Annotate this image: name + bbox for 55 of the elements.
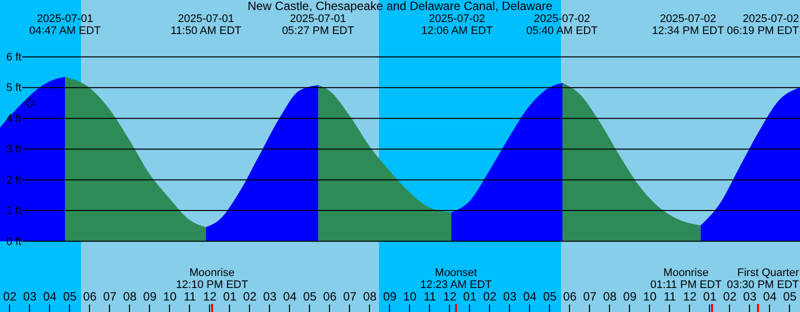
x-tick-label: 07	[343, 290, 357, 304]
x-tick-label: 04	[763, 290, 777, 304]
x-tick-label: 10	[403, 290, 417, 304]
annotation: 2025-07-02 12:06 AM EDT	[421, 13, 494, 37]
x-tick-label: 05	[63, 290, 77, 304]
x-tick-label: 09	[623, 290, 637, 304]
annotation: 2025-07-02 12:34 PM EDT	[652, 13, 724, 37]
annotation: 2025-07-02 06:19 PM EDT	[726, 13, 800, 37]
x-tick-label: 07	[103, 290, 117, 304]
x-tick-label: 01	[703, 290, 717, 304]
x-tick-label: 05	[303, 290, 317, 304]
annotation: Moonrise 01:11 PM EDT	[650, 267, 722, 291]
x-tick-label: 09	[383, 290, 397, 304]
annotation: First Quarter 03:30 PM EDT	[726, 267, 800, 291]
x-tick-label: 07	[583, 290, 597, 304]
x-tick-label: 06	[323, 290, 337, 304]
annotation: 2025-07-01 05:27 PM EDT	[282, 13, 354, 37]
x-tick-label: 02	[3, 290, 17, 304]
x-tick-label: 02	[723, 290, 737, 304]
x-tick-label: 03	[263, 290, 277, 304]
x-tick-label: 08	[363, 290, 377, 304]
y-tick-label: 3 ft	[6, 144, 22, 156]
annotation: 2025-07-01 11:50 AM EDT	[170, 13, 242, 37]
x-tick-label: 08	[123, 290, 137, 304]
x-tick-label: 06	[83, 290, 97, 304]
y-tick-label: 2 ft	[6, 174, 22, 186]
annotation: Moonset 12:23 AM EDT	[420, 267, 492, 291]
x-tick-label: 02	[483, 290, 497, 304]
x-tick-label: 05	[783, 290, 797, 304]
y-tick-label: 6 ft	[6, 51, 22, 64]
x-tick-label: 03	[23, 290, 37, 304]
x-tick-label: 04	[283, 290, 297, 304]
x-tick-label: 09	[143, 290, 157, 304]
x-tick-label: 10	[163, 290, 177, 304]
x-tick-label: 01	[223, 290, 237, 304]
x-tick-label: 06	[563, 290, 577, 304]
annotation: Moonrise 12:10 PM EDT	[176, 267, 248, 291]
x-tick-label: 08	[603, 290, 617, 304]
x-tick-label: 10	[643, 290, 657, 304]
x-tick-label: 11	[184, 290, 196, 304]
x-tick-label: 04	[43, 290, 57, 304]
x-tick-label: 12	[443, 290, 457, 304]
y-tick-label: 1 ft	[6, 205, 22, 218]
x-tick-label: 03	[743, 290, 757, 304]
x-tick-label: 12	[683, 290, 697, 304]
x-tick-label: 11	[424, 290, 436, 304]
x-tick-label: 02	[243, 290, 257, 304]
x-tick-label: 12	[203, 290, 217, 304]
y-tick-label: 5 ft	[6, 82, 22, 94]
x-tick-label: 05	[543, 290, 557, 304]
x-tick-label: 03	[503, 290, 517, 304]
x-tick-label: 01	[463, 290, 477, 304]
x-tick-label: 04	[523, 290, 537, 304]
y-tick-label: 4 ft	[6, 112, 22, 125]
x-tick-label: 11	[664, 290, 676, 304]
